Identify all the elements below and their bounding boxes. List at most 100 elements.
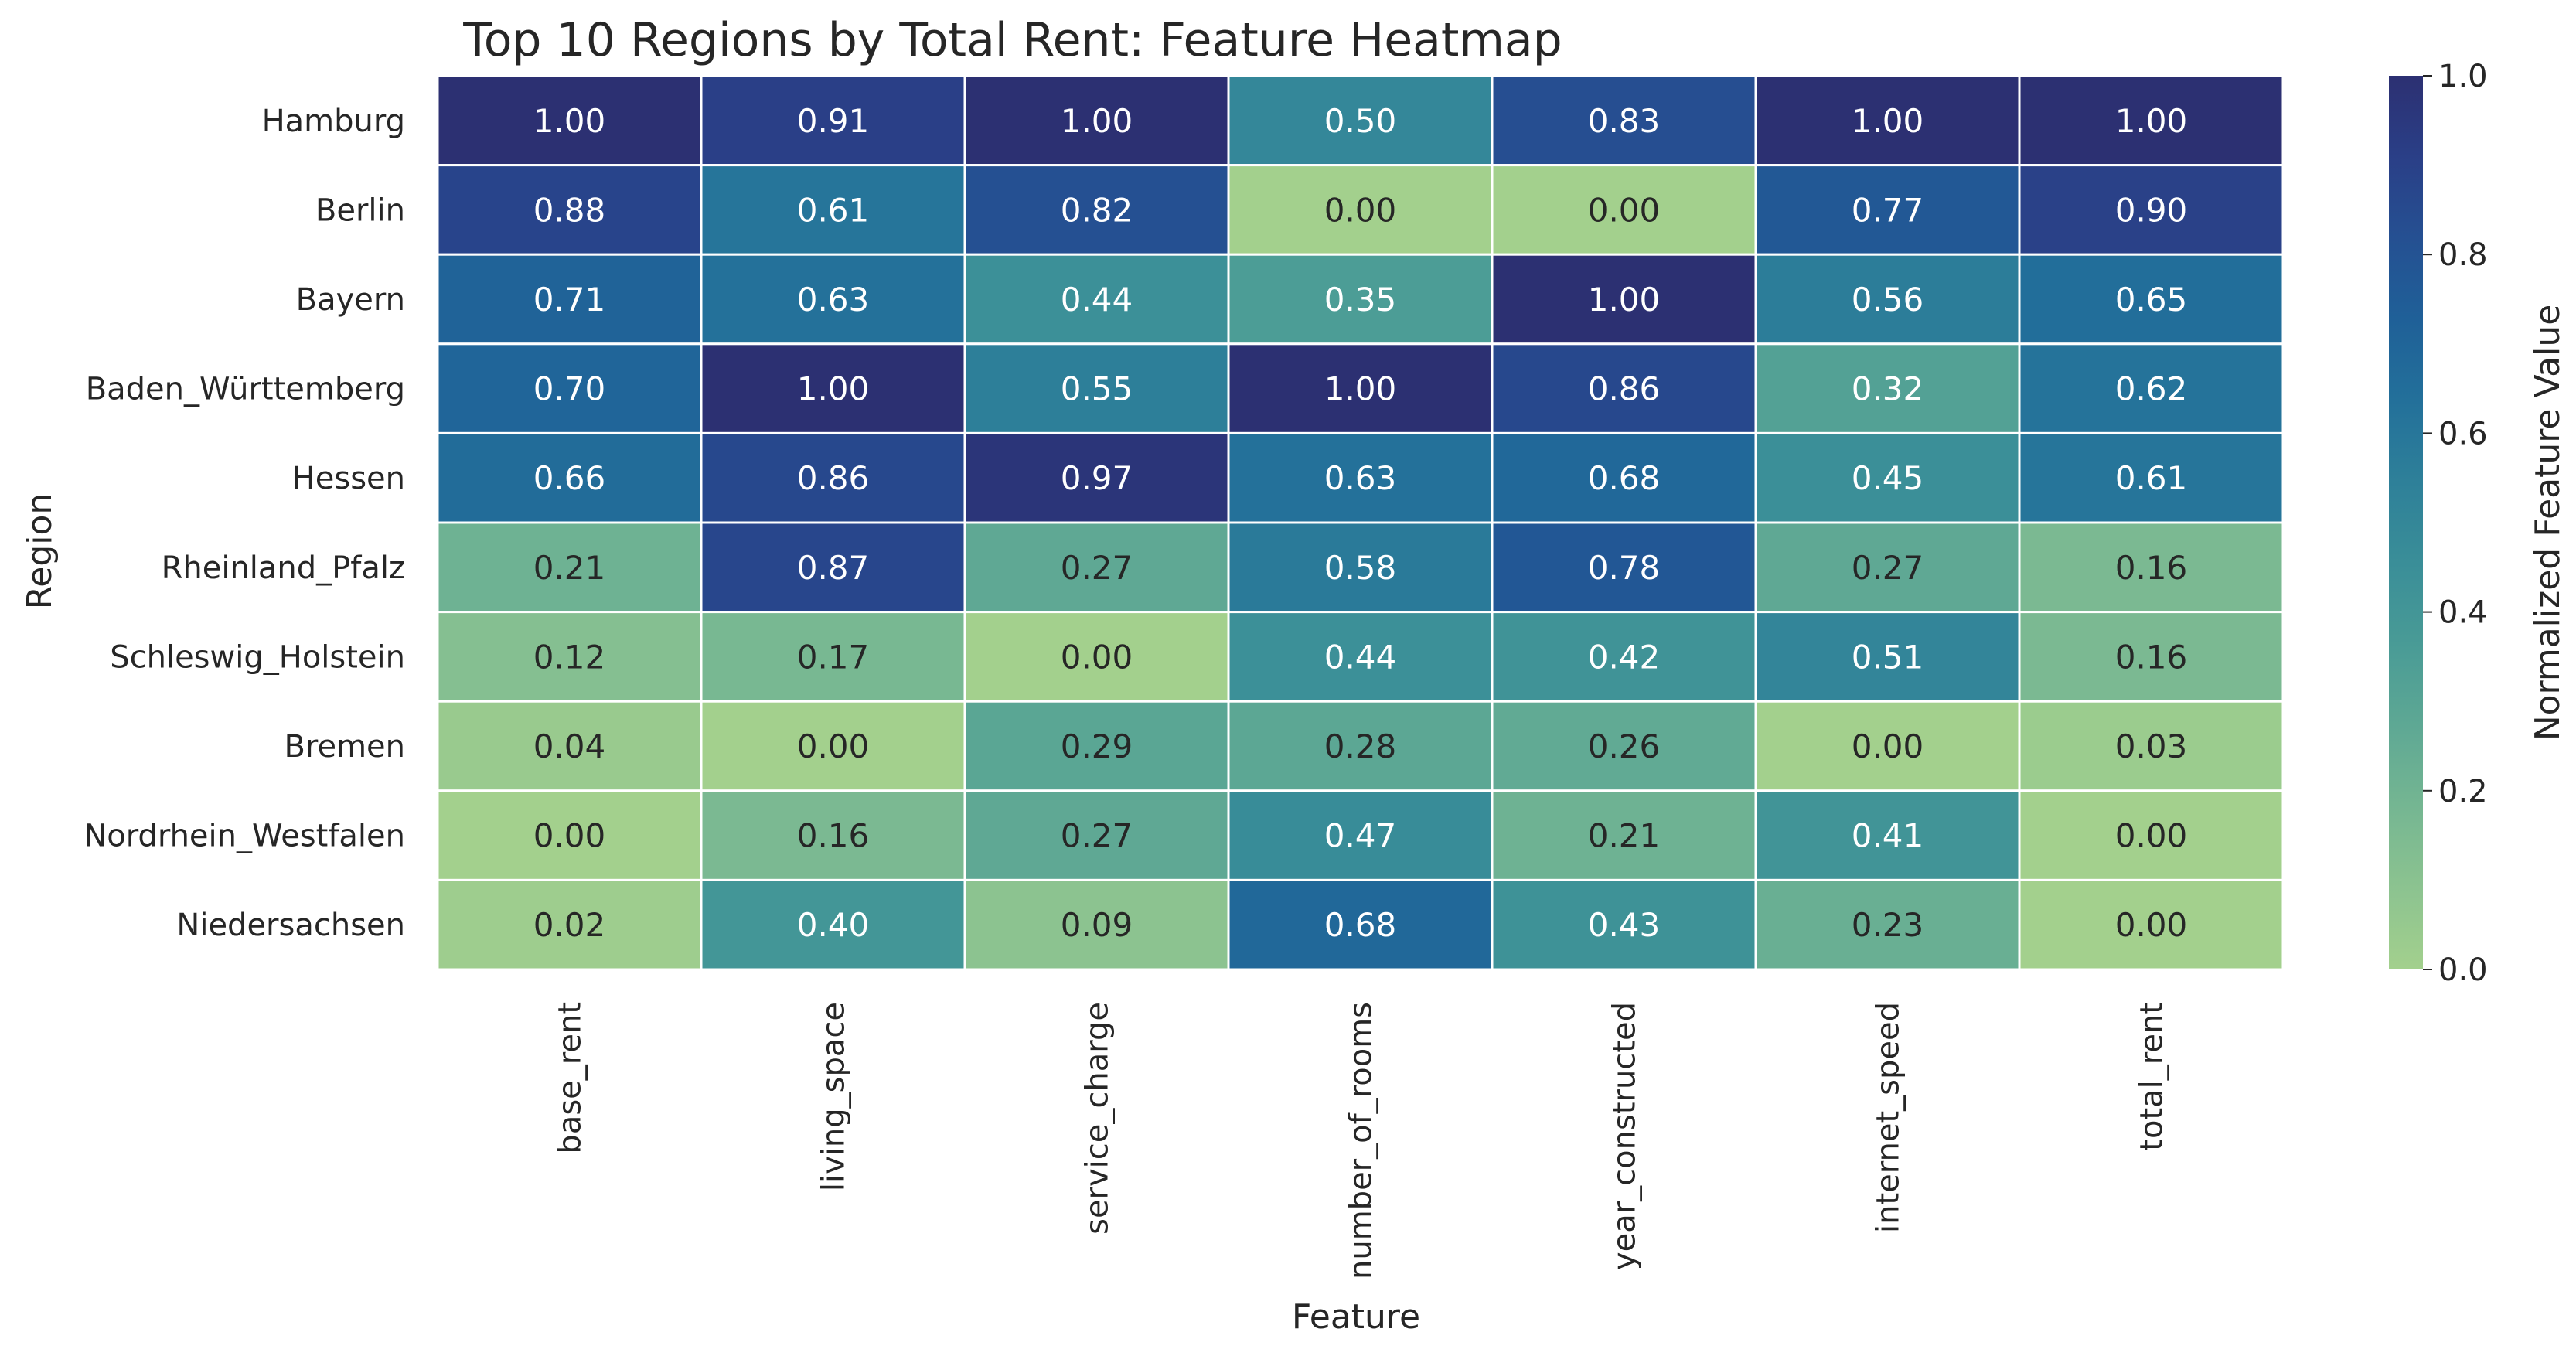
heatmap-cell: [963, 164, 1230, 256]
cell-value-label: 0.66: [533, 459, 606, 497]
heatmap-cell: [1227, 253, 1494, 346]
colorbar-tick-label: 0.6: [2438, 416, 2488, 451]
row-label: Baden_Württemberg: [86, 372, 405, 407]
cell-value-label: 0.16: [797, 817, 870, 855]
heatmap-cell: [436, 164, 703, 256]
cell-value-label: 0.17: [797, 638, 870, 676]
cell-value-label: 0.27: [1852, 549, 1924, 587]
colorbar: [2389, 76, 2423, 969]
colorbar-ticks: 0.0 0.2 0.4 0.6 0.8 1.0: [2423, 59, 2488, 988]
cell-value-label: 0.55: [1061, 370, 1133, 408]
row-label: Hessen: [292, 461, 405, 496]
cell-value-label: 0.86: [797, 459, 870, 497]
heatmap-cell: [1754, 878, 2021, 971]
heatmap-cell: [1227, 878, 1494, 971]
cell-value-label: 0.50: [1324, 102, 1397, 140]
colorbar-tick-label: 1.0: [2438, 59, 2488, 94]
cell-value-label: 0.00: [2115, 817, 2188, 855]
heatmap-cell: [2018, 700, 2285, 792]
cell-value-label: 0.88: [533, 191, 606, 229]
cell-value-label: 0.61: [797, 191, 870, 229]
cell-value-label: 0.21: [533, 549, 606, 587]
cell-value-label: 0.28: [1324, 727, 1397, 765]
cell-value-label: 0.71: [533, 281, 606, 319]
row-label: Bayern: [296, 282, 405, 318]
cell-value-label: 0.51: [1852, 638, 1924, 676]
cell-value-label: 0.82: [1061, 191, 1133, 229]
row-label: Berlin: [315, 192, 405, 228]
column-label: year_constructed: [1607, 1002, 1643, 1270]
heatmap-cell: [1227, 700, 1494, 792]
heatmap-cell: [436, 700, 703, 792]
heatmap-cell: [700, 521, 966, 614]
cell-value-label: 0.61: [2115, 459, 2188, 497]
cell-value-label: 0.41: [1852, 817, 1924, 855]
heatmap-cell: [700, 342, 966, 434]
heatmap-cell: [1754, 700, 2021, 792]
cell-value-label: 0.00: [1324, 191, 1397, 229]
column-label: base_rent: [553, 1002, 588, 1154]
cell-value-label: 0.35: [1324, 281, 1397, 319]
heatmap-cell: [700, 253, 966, 346]
row-label: Bremen: [284, 729, 405, 765]
cell-value-label: 0.21: [1588, 817, 1661, 855]
cell-value-label: 1.00: [533, 102, 606, 140]
cell-value-label: 0.23: [1852, 906, 1924, 944]
cell-value-label: 0.45: [1852, 459, 1924, 497]
heatmap-cell: [1491, 700, 1757, 792]
cell-value-label: 1.00: [797, 370, 870, 408]
cell-value-label: 0.32: [1852, 370, 1924, 408]
cell-value-label: 1.00: [1324, 370, 1397, 408]
row-label: Schleswig_Holstein: [110, 639, 405, 675]
cell-value-label: 1.00: [1061, 102, 1133, 140]
cell-value-label: 0.78: [1588, 549, 1661, 587]
cell-value-label: 0.09: [1061, 906, 1133, 944]
cell-value-label: 0.26: [1588, 727, 1661, 765]
column-label: service_charge: [1080, 1002, 1116, 1235]
cell-value-label: 1.00: [1588, 281, 1661, 319]
heatmap-cell: [436, 611, 703, 703]
heatmap-cell: [1491, 253, 1757, 346]
cell-value-label: 0.68: [1588, 459, 1661, 497]
heatmap-cell: [1491, 611, 1757, 703]
column-label: number_of_rooms: [1344, 1002, 1379, 1279]
cell-value-label: 0.04: [533, 727, 606, 765]
cell-value-label: 0.00: [1588, 191, 1661, 229]
heatmap-cell: [1754, 342, 2021, 434]
cell-value-label: 0.00: [797, 727, 870, 765]
cell-value-label: 0.27: [1061, 817, 1133, 855]
heatmap-cell: [2018, 253, 2285, 346]
heatmap-cell: [2018, 164, 2285, 256]
cell-value-label: 0.12: [533, 638, 606, 676]
row-labels: Hamburg Berlin Bayern Baden_Württemberg Hess…: [83, 104, 405, 943]
heatmap-cell: [963, 789, 1230, 881]
y-axis-label: Region: [20, 493, 60, 610]
heatmap-cell: [436, 342, 703, 434]
cell-value-label: 0.90: [2115, 191, 2188, 229]
heatmap-cell: [1754, 74, 2021, 167]
cell-value-label: 0.47: [1324, 817, 1397, 855]
heatmap-cells: 1.00 0.91 1.00 0.50 0.83 1.00 1.00 0.88 0.61 0.82…: [436, 74, 2285, 971]
chart-title: Top 10 Regions by Total Rent: Feature He…: [462, 13, 1562, 67]
heatmap-cell: [436, 431, 703, 524]
cell-value-label: 0.00: [1061, 638, 1133, 676]
heatmap-cell: [436, 521, 703, 614]
cell-value-label: 0.56: [1852, 281, 1924, 319]
heatmap-cell: [2018, 878, 2285, 971]
heatmap-cell: [2018, 342, 2285, 434]
cell-value-label: 0.70: [533, 370, 606, 408]
cell-value-label: 0.16: [2115, 549, 2188, 587]
heatmap-cell: [700, 74, 966, 167]
heatmap-cell: [1491, 521, 1757, 614]
column-label: total_rent: [2135, 1002, 2170, 1151]
colorbar-tick-label: 0.2: [2438, 774, 2488, 809]
row-label: Rheinland_Pfalz: [162, 550, 405, 586]
cell-value-label: 0.86: [1588, 370, 1661, 408]
heatmap-cell: [963, 611, 1230, 703]
colorbar-label: Normalized Feature Value: [2528, 305, 2567, 741]
cell-value-label: 0.63: [797, 281, 870, 319]
cell-value-label: 0.29: [1061, 727, 1133, 765]
row-label: Nordrhein_Westfalen: [83, 819, 405, 854]
cell-value-label: 0.83: [1588, 102, 1661, 140]
cell-value-label: 0.00: [1852, 727, 1924, 765]
